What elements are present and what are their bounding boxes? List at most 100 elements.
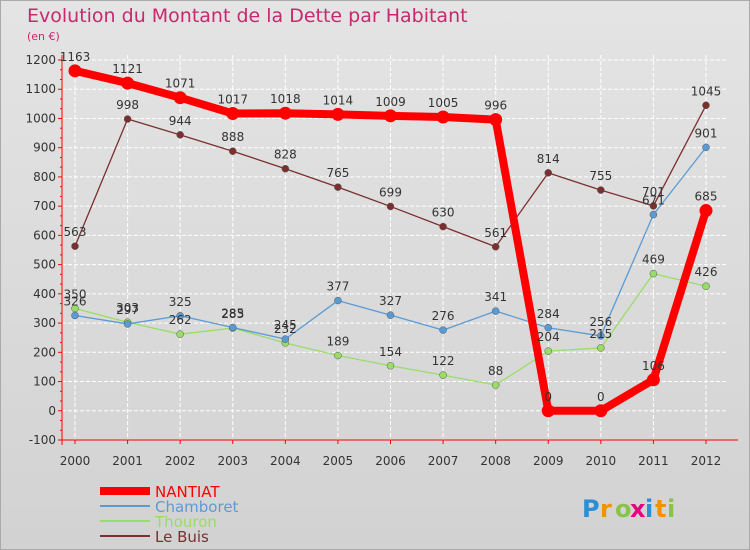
data-point-nantiat: [278, 106, 292, 120]
y-tick-label: 800: [33, 170, 56, 184]
data-point-chamboret: [334, 296, 342, 305]
x-tick-label: 2001: [112, 454, 143, 468]
data-label-nantiat: 1014: [323, 93, 354, 107]
data-point-le-buis: [386, 202, 395, 211]
data-label-thouron: 189: [326, 335, 349, 349]
data-point-nantiat: [173, 91, 187, 105]
data-point-thouron: [439, 371, 447, 379]
data-point-chamboret: [649, 210, 658, 219]
data-label-le-buis: 561: [484, 226, 507, 240]
data-label-thouron: 215: [589, 327, 612, 341]
data-point-nantiat: [384, 109, 397, 123]
data-point-chamboret: [281, 335, 290, 343]
data-label-chamboret: 276: [432, 309, 455, 323]
data-label-chamboret: 671: [642, 194, 665, 208]
data-label-nantiat: 1018: [270, 92, 301, 106]
y-tick-label: 1200: [25, 53, 56, 67]
data-point-thouron: [386, 362, 395, 370]
logo-letter: o: [615, 495, 632, 523]
data-point-chamboret: [386, 311, 395, 319]
y-tick-label: 1000: [25, 111, 56, 125]
data-point-le-buis: [597, 186, 605, 194]
data-label-le-buis: 699: [379, 185, 402, 199]
y-tick-label: 1100: [25, 82, 56, 96]
data-label-chamboret: 245: [274, 318, 297, 332]
data-label-chamboret: 327: [379, 294, 402, 308]
x-tick-label: 2008: [480, 454, 511, 468]
data-point-nantiat: [541, 404, 555, 418]
data-point-le-buis: [439, 222, 447, 231]
data-point-thouron: [544, 347, 552, 355]
x-tick-label: 2009: [533, 454, 564, 468]
data-label-chamboret: 285: [221, 306, 244, 320]
data-label-nantiat: 1163: [60, 50, 91, 64]
data-label-thouron: 154: [379, 345, 402, 359]
data-point-le-buis: [649, 202, 658, 210]
y-tick-label: 300: [33, 316, 56, 330]
data-point-nantiat: [121, 76, 135, 90]
data-point-nantiat: [68, 64, 82, 78]
data-point-chamboret: [71, 311, 79, 320]
data-point-thouron: [334, 351, 342, 360]
data-point-nantiat: [646, 373, 660, 387]
x-tick-label: 2004: [270, 454, 301, 468]
data-label-chamboret: 325: [169, 295, 192, 309]
y-tick-label: 100: [33, 375, 56, 389]
data-label-thouron: 88: [488, 364, 503, 378]
data-label-le-buis: 630: [432, 206, 455, 220]
data-label-chamboret: 377: [326, 280, 349, 294]
data-point-chamboret: [176, 312, 184, 320]
data-label-nantiat: 1017: [217, 92, 248, 106]
data-label-le-buis: 765: [326, 166, 349, 180]
data-label-thouron: 232: [274, 322, 297, 336]
x-tick-label: 2005: [323, 454, 354, 468]
data-point-le-buis: [71, 242, 79, 250]
data-label-le-buis: 701: [642, 185, 665, 199]
data-label-nantiat: 1121: [112, 62, 143, 76]
y-tick-label: 500: [33, 258, 56, 272]
data-label-thouron: 204: [537, 330, 560, 344]
data-point-thouron: [649, 269, 658, 278]
data-label-nantiat: 1009: [375, 95, 406, 109]
y-tick-label: 700: [33, 199, 56, 213]
data-point-thouron: [597, 344, 605, 352]
data-point-nantiat: [489, 113, 503, 127]
data-label-chamboret: 326: [64, 294, 87, 308]
data-label-chamboret: 256: [589, 315, 612, 329]
y-tick-label: 200: [33, 345, 56, 359]
data-label-le-buis: 1045: [691, 84, 722, 98]
data-point-chamboret: [491, 307, 500, 315]
data-label-chamboret: 901: [695, 126, 718, 140]
data-label-thouron: 262: [169, 313, 192, 327]
x-tick-label: 2010: [586, 454, 617, 468]
data-label-thouron: 122: [432, 354, 455, 368]
logo-letter: P: [582, 495, 600, 523]
data-label-chamboret: 341: [484, 290, 507, 304]
y-tick-label: 400: [33, 287, 56, 301]
data-label-chamboret: 297: [116, 303, 139, 317]
y-tick-label: 0: [48, 404, 56, 418]
data-label-nantiat: 685: [695, 190, 718, 204]
data-point-chamboret: [439, 326, 447, 334]
data-point-nantiat: [226, 106, 240, 120]
y-tick-label: 900: [33, 141, 56, 155]
chart-title: Evolution du Montant de la Dette par Hab…: [27, 5, 468, 27]
data-point-nantiat: [594, 404, 608, 418]
legend-label-thouron: Thouron: [154, 513, 217, 531]
logo-letter: t: [655, 495, 666, 523]
y-tick-label: -100: [29, 433, 56, 447]
data-point-thouron: [702, 282, 710, 290]
data-label-nantiat: 0: [597, 390, 605, 404]
data-label-nantiat: 106: [642, 359, 665, 373]
x-tick-label: 2007: [428, 454, 459, 468]
logo-letter: x: [630, 495, 646, 523]
data-point-chamboret: [544, 324, 552, 332]
data-point-thouron: [176, 330, 184, 338]
data-point-nantiat: [331, 107, 345, 121]
x-tick-label: 2011: [638, 454, 669, 468]
logo-letter: i: [645, 495, 653, 523]
data-point-thouron: [491, 381, 500, 389]
legend-label-chamboret: Chamboret: [155, 498, 239, 516]
